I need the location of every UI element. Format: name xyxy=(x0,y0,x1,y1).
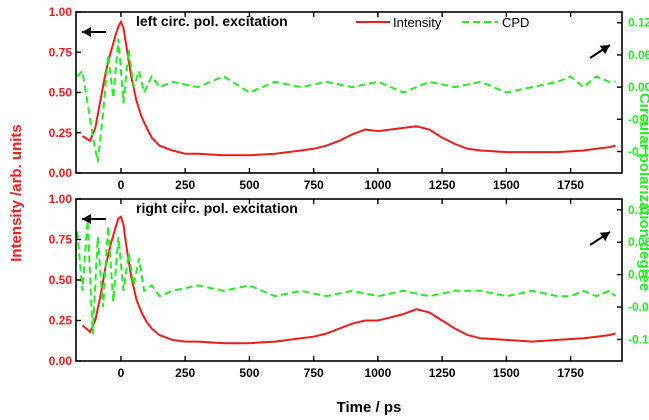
x-tick-label: 0 xyxy=(118,366,125,380)
y2-axis-label: Circular polarization degree xyxy=(636,93,649,291)
y-tick-label: 0.00 xyxy=(49,354,73,368)
y-tick-label: 0.75 xyxy=(49,233,73,247)
y-tick-label: 0.75 xyxy=(49,45,73,59)
y2-tick-label: 0.00 xyxy=(628,80,649,94)
left-axis-arrow-head xyxy=(82,27,91,37)
cpd-line-top xyxy=(76,38,616,163)
y-tick-label: 0.50 xyxy=(49,273,73,287)
legend-label-intensity: Intensity xyxy=(393,15,442,30)
y-tick-label: 0.00 xyxy=(49,166,73,180)
y2-tick-label: 0.00 xyxy=(628,268,649,282)
x-axis-label: Time / ps xyxy=(337,399,402,416)
x-tick-label: 1500 xyxy=(493,178,520,192)
x-tick-label: 1500 xyxy=(493,366,520,380)
x-tick-label: 0 xyxy=(118,178,125,192)
shared-labels: Time / ps Intensity /arb. units Circular… xyxy=(8,93,649,416)
left-axis-arrow-head xyxy=(82,214,91,224)
y2-tick-label: -0.06 xyxy=(628,300,649,314)
y2-tick-label: -0.06 xyxy=(628,112,649,126)
y2-tick-label: -0.12 xyxy=(628,332,649,346)
y2-tick-label: 0.06 xyxy=(628,235,649,249)
excitation-annotation: right circ. pol. excitation xyxy=(136,200,298,216)
y2-tick-label: 0.12 xyxy=(628,16,649,30)
legend-label-cpd: CPD xyxy=(502,15,529,30)
x-tick-label: 1000 xyxy=(365,366,392,380)
right-axis-arrow-head xyxy=(599,232,610,242)
excitation-annotation: left circ. pol. excitation xyxy=(136,13,288,29)
y2-tick-label: 0.06 xyxy=(628,48,649,62)
legend: Intensity CPD xyxy=(356,15,529,30)
x-tick-label: 1750 xyxy=(557,366,584,380)
plot-frame-bottom xyxy=(75,198,623,362)
intensity-line-top xyxy=(81,19,616,157)
plot-frame-top xyxy=(75,11,623,174)
intensity-line-bottom xyxy=(81,215,616,345)
x-tick-label: 250 xyxy=(175,366,195,380)
y-axis-label: Intensity /arb. units xyxy=(8,124,25,262)
x-tick-label: 500 xyxy=(239,366,259,380)
x-tick-label: 1250 xyxy=(429,366,456,380)
y-tick-label: 1.00 xyxy=(49,192,73,206)
x-tick-label: 1000 xyxy=(365,178,392,192)
right-axis-arrow-head xyxy=(599,45,610,55)
chart-panels: 0 250 500 750 1000 1250 1500 1750 0.00 0.25 0.50 0.… xyxy=(49,5,649,380)
y2-tick-label: -0.12 xyxy=(628,145,649,159)
y-tick-label: 0.50 xyxy=(49,86,73,100)
x-tick-label: 750 xyxy=(304,178,324,192)
x-tick-label: 1750 xyxy=(557,178,584,192)
y-tick-label: 1.00 xyxy=(49,5,73,19)
x-tick-label: 1250 xyxy=(429,178,456,192)
panel-top: 0 250 500 750 1000 1250 1500 1750 0.00 0.25 0.50 0.… xyxy=(49,5,649,192)
cpd-line-bottom xyxy=(76,220,617,335)
x-tick-label: 500 xyxy=(239,178,259,192)
y2-tick-label: 0.12 xyxy=(628,203,649,217)
x-tick-label: 750 xyxy=(304,366,324,380)
panel-bottom: 0 250 500 750 1000 1250 1500 1750 0.00 0.25 0.50 0.… xyxy=(49,192,649,380)
y-tick-label: 0.25 xyxy=(49,314,73,328)
x-tick-label: 250 xyxy=(175,178,195,192)
y-tick-label: 0.25 xyxy=(49,126,73,140)
